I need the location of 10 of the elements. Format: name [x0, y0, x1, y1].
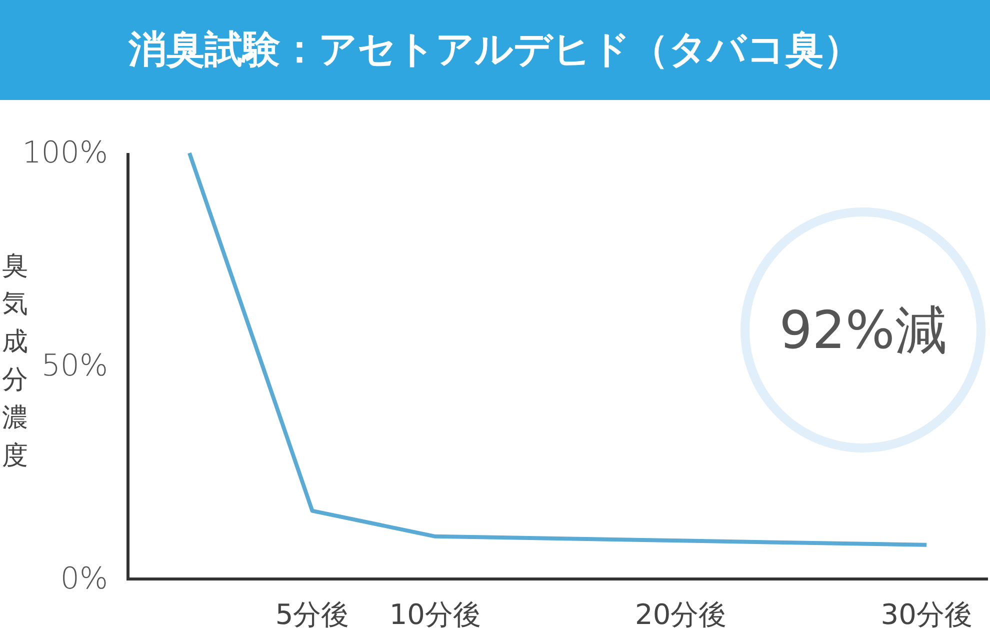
annotation: 92%減 [779, 301, 947, 361]
x-tick-label: 20分後 [635, 598, 727, 631]
y-tick-label: 100% [22, 136, 108, 170]
x-tick-label: 30分後 [880, 598, 972, 631]
y-tick-label: 0% [60, 562, 108, 596]
x-tick-label: 10分後 [389, 598, 481, 631]
y-tick-label: 50% [41, 348, 108, 384]
x-tick-label: 5分後 [275, 598, 350, 631]
y-axis-title: 臭気成分濃度 [2, 251, 28, 471]
chart-title: 消臭試験：アセトアルデヒド（タバコ臭） [128, 27, 862, 71]
